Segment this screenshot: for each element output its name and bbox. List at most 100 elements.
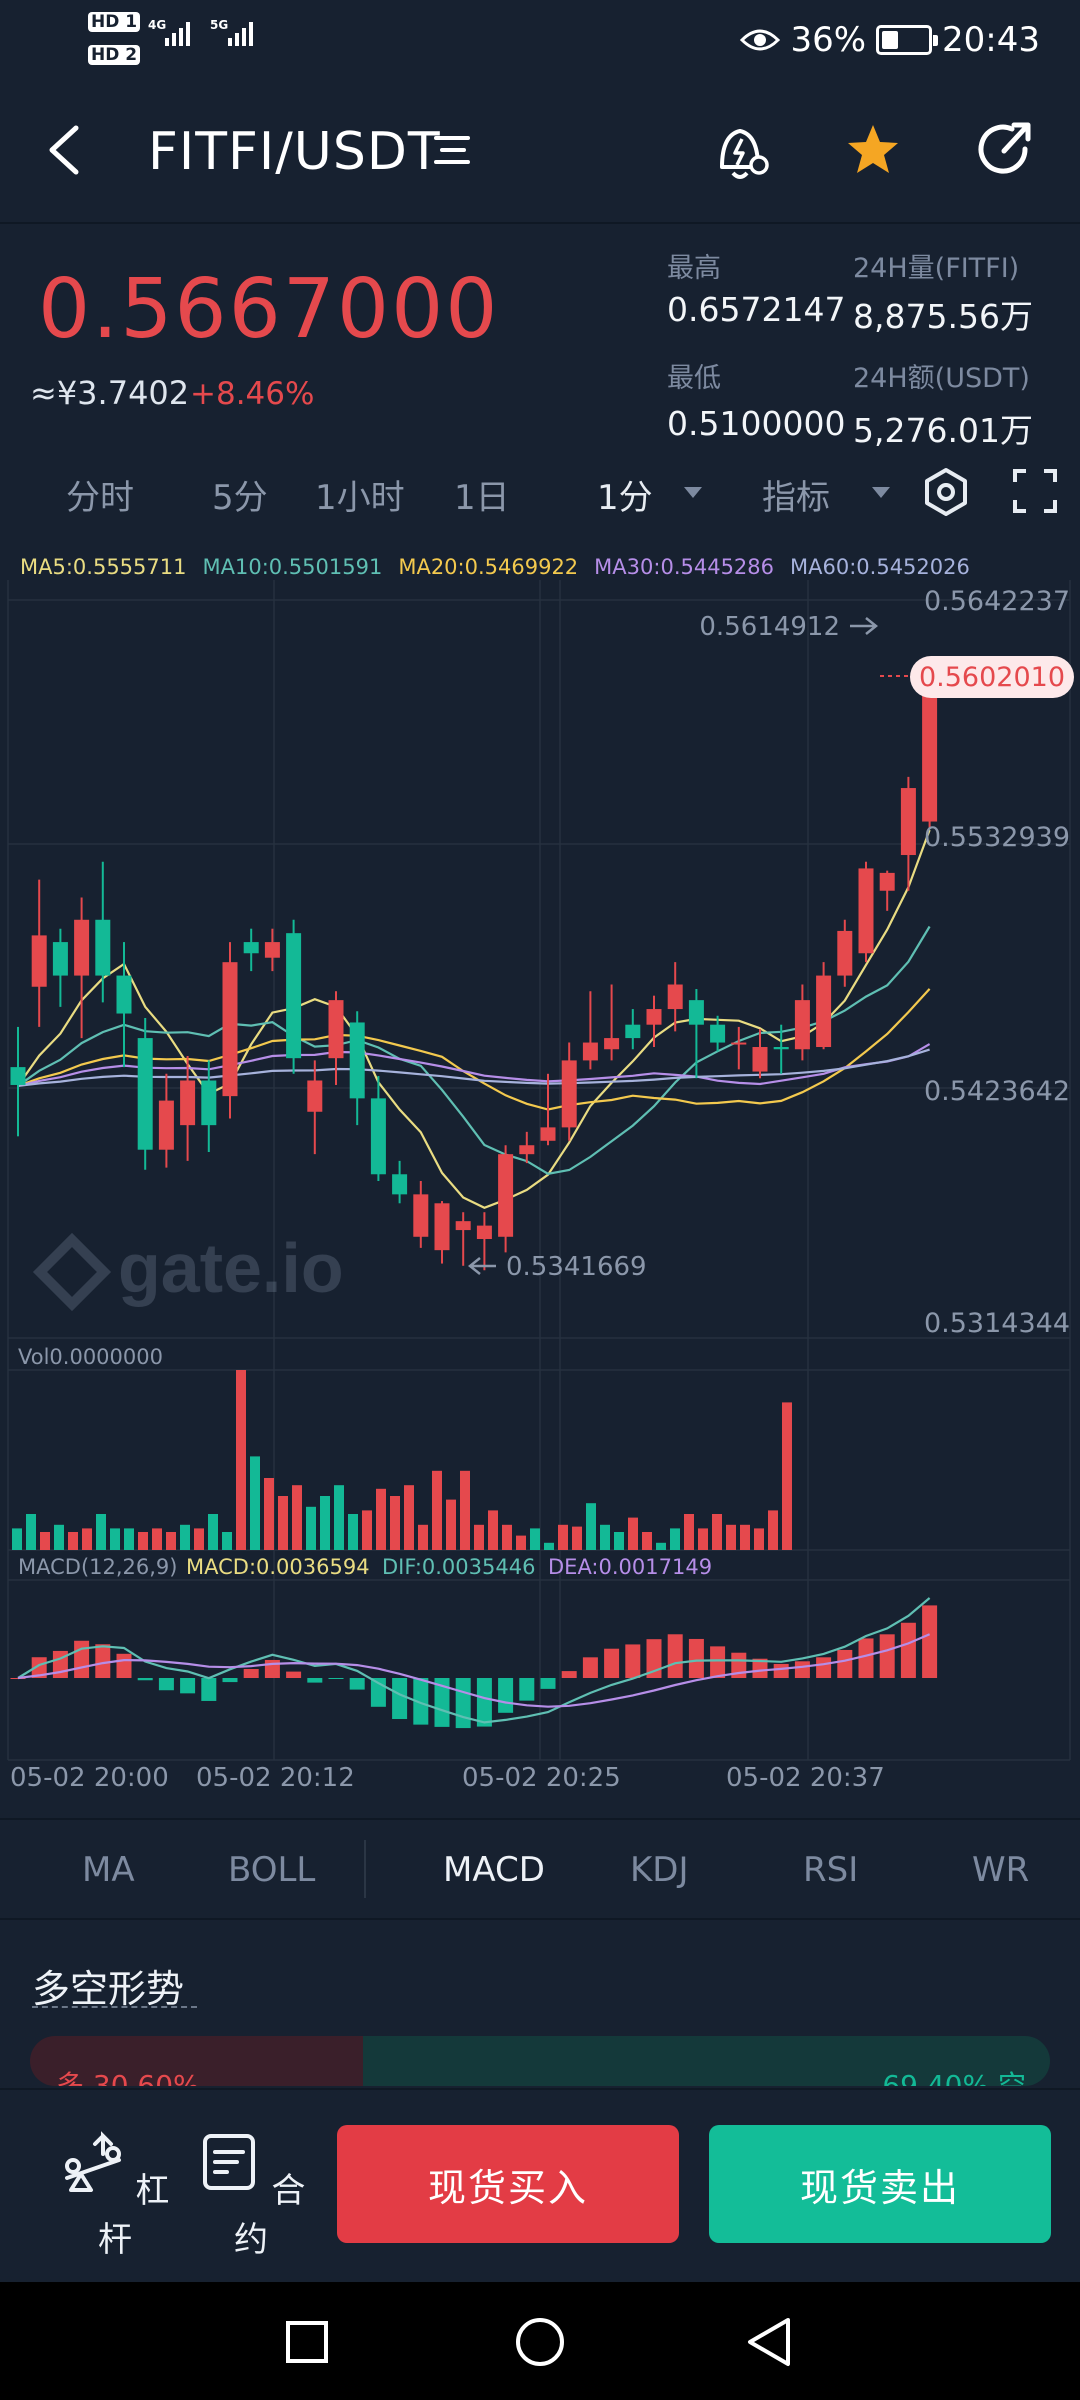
macd-bar bbox=[519, 1678, 535, 1701]
interval-dropdown-icon[interactable] bbox=[684, 487, 702, 498]
volume-bar bbox=[628, 1517, 638, 1550]
trend-title-underline bbox=[32, 2006, 197, 2008]
candle-body bbox=[731, 1042, 747, 1045]
dif-line bbox=[17, 1597, 931, 1724]
candle-body bbox=[10, 1067, 26, 1085]
share-icon[interactable] bbox=[970, 115, 1040, 185]
clock: 20:43 bbox=[942, 20, 1040, 60]
chart-settings-icon[interactable] bbox=[920, 466, 972, 518]
candle-body bbox=[74, 919, 90, 976]
ma5-value: MA5:0.5555711 bbox=[20, 555, 187, 579]
leverage-icon bbox=[64, 2131, 121, 2192]
candle-body bbox=[201, 1080, 217, 1126]
home-icon[interactable] bbox=[514, 2316, 566, 2368]
macd-bar bbox=[434, 1678, 450, 1727]
cny-price: ≈¥3.7402 bbox=[30, 374, 190, 412]
tab-ma[interactable]: MA bbox=[82, 1850, 135, 1890]
header: FITFI/USDT bbox=[0, 90, 1080, 210]
dif-value: DIF:0.0035446 bbox=[382, 1555, 535, 1579]
candle-body bbox=[816, 975, 832, 1048]
spot-buy-button[interactable]: 现货买入 bbox=[337, 2125, 679, 2243]
battery-level bbox=[882, 31, 898, 49]
indicator-selector[interactable]: 指标 bbox=[762, 478, 830, 518]
macd-bar bbox=[31, 1657, 47, 1678]
candle-body bbox=[307, 1080, 323, 1112]
volume-bar bbox=[726, 1524, 736, 1550]
macd-bar bbox=[10, 1678, 26, 1679]
volume-bar bbox=[334, 1485, 344, 1550]
volume-bar bbox=[306, 1506, 316, 1550]
header-divider bbox=[0, 222, 1080, 224]
tab-1day[interactable]: 1日 bbox=[454, 478, 510, 518]
macd-bar bbox=[116, 1653, 132, 1678]
ma30-value: MA30:0.5445286 bbox=[594, 555, 775, 579]
candle-body bbox=[95, 919, 111, 976]
macd-bar bbox=[180, 1678, 196, 1694]
tab-kdj[interactable]: KDJ bbox=[630, 1850, 689, 1890]
tab-5min[interactable]: 5分 bbox=[212, 478, 268, 518]
volume-bar bbox=[614, 1532, 624, 1550]
tab-macd[interactable]: MACD bbox=[443, 1850, 545, 1890]
macd-bar bbox=[328, 1678, 344, 1679]
price-alert-icon[interactable] bbox=[705, 115, 775, 185]
min-price-marker: 0.5341669 bbox=[467, 1252, 647, 1282]
indicator-dropdown-icon[interactable] bbox=[872, 487, 890, 498]
min-marker-label: 0.5341669 bbox=[506, 1252, 647, 1282]
contract-button[interactable]: 合约 bbox=[196, 2130, 306, 2261]
volume-bar bbox=[138, 1532, 148, 1550]
back-nav-icon[interactable] bbox=[744, 2316, 794, 2368]
macd-bar bbox=[540, 1678, 556, 1689]
high-value: 0.6572147 bbox=[667, 290, 846, 329]
macd-bar bbox=[625, 1644, 641, 1678]
volume-bar bbox=[320, 1496, 330, 1550]
candle-body bbox=[243, 942, 259, 954]
recents-icon[interactable] bbox=[285, 2320, 329, 2364]
macd-bar bbox=[773, 1663, 789, 1678]
macd-bar bbox=[307, 1678, 323, 1683]
fullscreen-icon[interactable] bbox=[1012, 468, 1058, 514]
macd-bar bbox=[922, 1605, 938, 1678]
macd-bar bbox=[222, 1678, 238, 1683]
tab-rsi[interactable]: RSI bbox=[803, 1850, 859, 1890]
ma10-value: MA10:0.5501591 bbox=[202, 555, 383, 579]
current-price-tag: 0.5602010 bbox=[880, 656, 1074, 698]
candle-body bbox=[646, 1009, 662, 1025]
macd-bar bbox=[455, 1678, 471, 1729]
macd-bar bbox=[286, 1671, 302, 1678]
tab-wr[interactable]: WR bbox=[972, 1850, 1030, 1890]
macd-bar bbox=[413, 1678, 429, 1725]
macd-bar bbox=[476, 1678, 492, 1727]
favorite-star-icon[interactable] bbox=[838, 115, 908, 185]
moving-average-lines bbox=[17, 829, 931, 1209]
y-tick-1: 0.5642237 bbox=[924, 586, 1070, 617]
candle-body bbox=[879, 872, 895, 891]
macd-bar bbox=[837, 1649, 853, 1678]
volume-bar bbox=[460, 1470, 470, 1550]
price-axis: 0.5642237 0.5532939 0.5423642 0.5314344 bbox=[924, 586, 1070, 1339]
volume-bar bbox=[558, 1524, 568, 1550]
dea-value: DEA:0.0017149 bbox=[548, 1555, 712, 1579]
volume-bar bbox=[208, 1514, 218, 1550]
volume-bar bbox=[432, 1470, 442, 1550]
kline-chart[interactable]: gate.io 0.5642237 0.5532939 0.5423642 0.… bbox=[0, 580, 1080, 1810]
tab-boll[interactable]: BOLL bbox=[228, 1850, 316, 1890]
spot-sell-button[interactable]: 现货卖出 bbox=[709, 2125, 1051, 2243]
max-price-marker: 0.5614912 bbox=[699, 612, 879, 642]
candle-body bbox=[286, 933, 302, 1059]
tab-1hour[interactable]: 1小时 bbox=[315, 478, 405, 518]
volume-bar bbox=[446, 1499, 456, 1550]
time-label-4: 05-02 20:37 bbox=[726, 1763, 885, 1793]
interval-selector[interactable]: 1分 bbox=[597, 478, 653, 518]
tab-timeshare[interactable]: 分时 bbox=[66, 478, 134, 518]
back-arrow-icon[interactable] bbox=[30, 110, 100, 190]
candle-body bbox=[349, 1022, 365, 1099]
pair-list-icon[interactable] bbox=[432, 130, 472, 170]
volume-bar bbox=[54, 1524, 64, 1550]
eye-icon bbox=[740, 29, 781, 51]
volume-bar bbox=[390, 1496, 400, 1550]
volume-bar bbox=[26, 1514, 36, 1550]
leverage-button[interactable]: 杠杆 bbox=[60, 2130, 170, 2261]
pair-title[interactable]: FITFI/USDT bbox=[148, 122, 441, 182]
volume-label: Vol0.0000000 bbox=[18, 1345, 163, 1369]
volume-bar bbox=[474, 1524, 484, 1550]
